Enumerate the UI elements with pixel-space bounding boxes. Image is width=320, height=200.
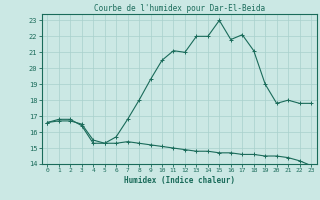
X-axis label: Humidex (Indice chaleur): Humidex (Indice chaleur) [124,176,235,185]
Title: Courbe de l'humidex pour Dar-El-Beida: Courbe de l'humidex pour Dar-El-Beida [94,4,265,13]
